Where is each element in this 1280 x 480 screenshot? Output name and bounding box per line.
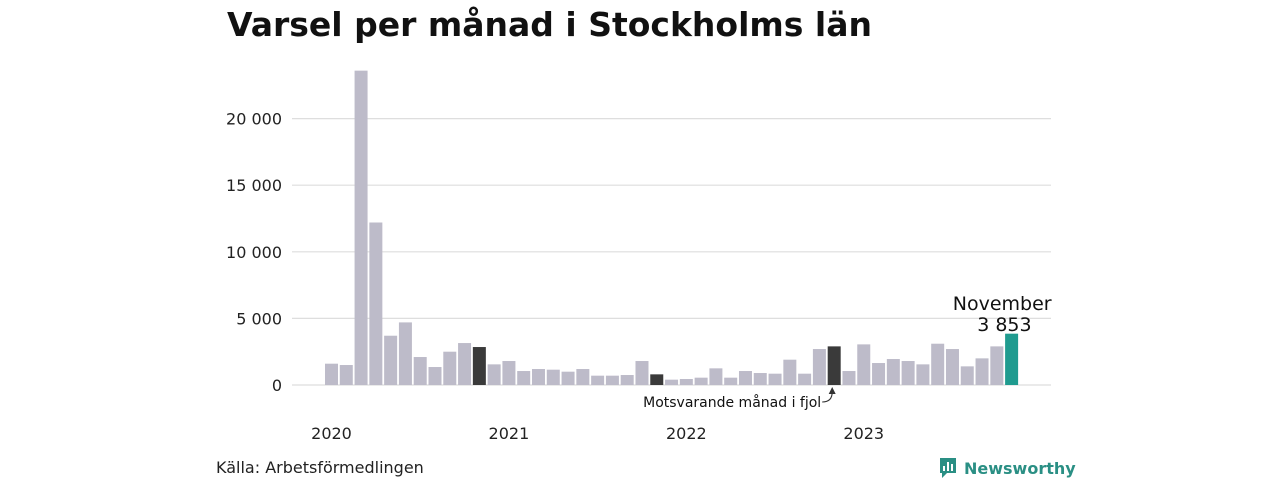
bar-2023-11 [1005,333,1019,385]
x-year-label-2023: 2023 [843,424,884,443]
bar-2020-05 [384,335,398,385]
bar-2021-12 [665,379,679,385]
y-axis-tick-labels: 0 5 000 10 000 15 000 20 000 [226,110,282,395]
bar-2021-08 [605,375,619,385]
latest-value-label: 3 853 [977,314,1031,336]
bar-2021-03 [531,369,545,385]
bar-2021-07 [591,375,605,385]
source-note: Källa: Arbetsförmedlingen [216,458,424,477]
bar-2020-10 [458,343,472,385]
bar-2023-10 [990,346,1004,385]
bar-2021-09 [620,375,634,385]
bar-2020-07 [413,357,427,385]
y-tick-label: 15 000 [226,176,282,195]
chart-title: Varsel per månad i Stockholms län [227,5,872,44]
y-tick-label: 10 000 [226,243,282,262]
bar-2022-07 [768,373,782,385]
bar-2021-10 [635,361,649,385]
bar-2021-05 [561,371,575,385]
bar-2020-03 [354,70,368,385]
latest-month-label: November [953,293,1052,315]
bar-2022-04 [724,377,738,385]
bar-2021-11 [650,374,664,385]
bar-2022-12 [842,371,856,385]
bar-2023-06 [931,343,945,385]
annotations: November 3 853 Motsvarande månad i fjol [643,293,1052,411]
bar-2023-05 [916,364,930,385]
bar-2020-06 [398,322,412,385]
y-tick-label: 0 [272,376,282,395]
bar-2023-09 [975,358,989,385]
x-year-label-2020: 2020 [311,424,352,443]
bar-2020-02 [339,365,353,385]
bar-2022-11 [827,346,841,385]
bar-2020-09 [443,351,457,385]
bar-2020-11 [472,347,486,385]
x-year-label-2021: 2021 [489,424,530,443]
bar-2022-01 [679,379,693,385]
newsworthy-logo: Newsworthy [938,457,1076,479]
bar-2020-01 [325,363,338,385]
y-tick-label: 5 000 [236,309,282,328]
bar-2023-01 [857,344,871,385]
bar-2022-06 [753,373,767,385]
x-axis-year-labels: 2020 2021 2022 2023 [311,424,884,443]
x-year-label-2022: 2022 [666,424,707,443]
bar-2023-03 [886,359,900,385]
bar-2022-05 [738,371,752,385]
newsworthy-logo-icon [940,458,956,478]
bar-2023-04 [901,361,915,385]
bar-2023-02 [872,363,886,385]
bar-2023-08 [960,366,974,385]
bar-2022-10 [812,349,826,385]
bar-2021-06 [576,369,590,385]
bar-2022-09 [798,373,812,385]
bars [325,70,1019,385]
y-tick-label: 20 000 [226,110,282,129]
bar-2023-07 [945,349,959,385]
bar-2022-02 [694,377,708,385]
bar-2020-08 [428,367,442,385]
bar-2022-03 [709,368,723,385]
last-year-note: Motsvarande månad i fjol [643,394,821,411]
brand-name: Newsworthy [964,458,1076,478]
bar-2021-01 [502,361,516,385]
bar-2020-04 [369,222,383,385]
bar-2021-04 [546,369,560,385]
bar-2020-12 [487,364,501,385]
bar-2021-02 [517,371,531,385]
last-year-arrowhead [828,387,836,394]
bar-2022-08 [783,359,797,385]
